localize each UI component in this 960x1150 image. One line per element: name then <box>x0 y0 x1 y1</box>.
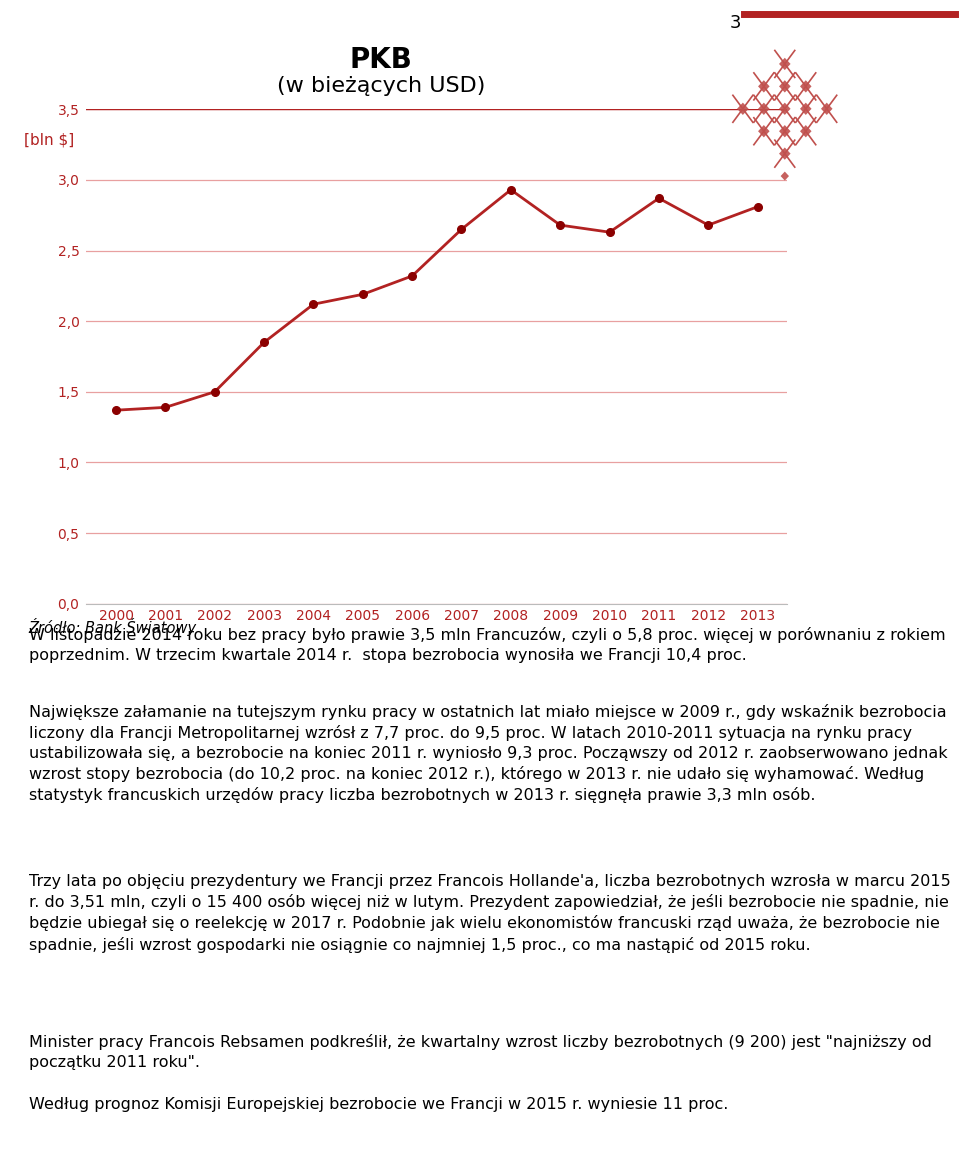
Polygon shape <box>758 102 770 115</box>
Polygon shape <box>800 81 811 92</box>
Text: Największe załamanie na tutejszym rynku pracy w ostatnich lat miało miejsce w 20: Największe załamanie na tutejszym rynku … <box>29 704 948 803</box>
Polygon shape <box>779 147 791 160</box>
Text: [bln $]: [bln $] <box>24 132 74 147</box>
Text: (w bieżących USD): (w bieżących USD) <box>276 76 485 95</box>
Polygon shape <box>779 125 791 137</box>
Text: Źródło: Bank Światowy: Źródło: Bank Światowy <box>29 618 197 636</box>
Text: Trzy lata po objęciu prezydentury we Francji przez Francois Hollande'a, liczba b: Trzy lata po objęciu prezydentury we Fra… <box>29 874 950 952</box>
Polygon shape <box>780 171 789 181</box>
Text: Minister pracy Francois Rebsamen podkreślił, że kwartalny wzrost liczby bezrobot: Minister pracy Francois Rebsamen podkreś… <box>29 1034 931 1070</box>
Polygon shape <box>779 58 791 70</box>
Polygon shape <box>779 81 791 92</box>
Text: W listopadzie 2014 roku bez pracy było prawie 3,5 mln Francuzów, czyli o 5,8 pro: W listopadzie 2014 roku bez pracy było p… <box>29 627 946 662</box>
Polygon shape <box>758 81 770 92</box>
Text: PKB: PKB <box>349 46 412 74</box>
Text: Według prognoz Komisji Europejskiej bezrobocie we Francji w 2015 r. wyniesie 11 : Według prognoz Komisji Europejskiej bezr… <box>29 1097 729 1112</box>
Polygon shape <box>800 125 811 137</box>
Polygon shape <box>821 102 832 115</box>
Polygon shape <box>758 125 770 137</box>
Polygon shape <box>737 102 749 115</box>
Text: 3: 3 <box>730 14 741 32</box>
Polygon shape <box>800 102 811 115</box>
Polygon shape <box>779 102 791 115</box>
